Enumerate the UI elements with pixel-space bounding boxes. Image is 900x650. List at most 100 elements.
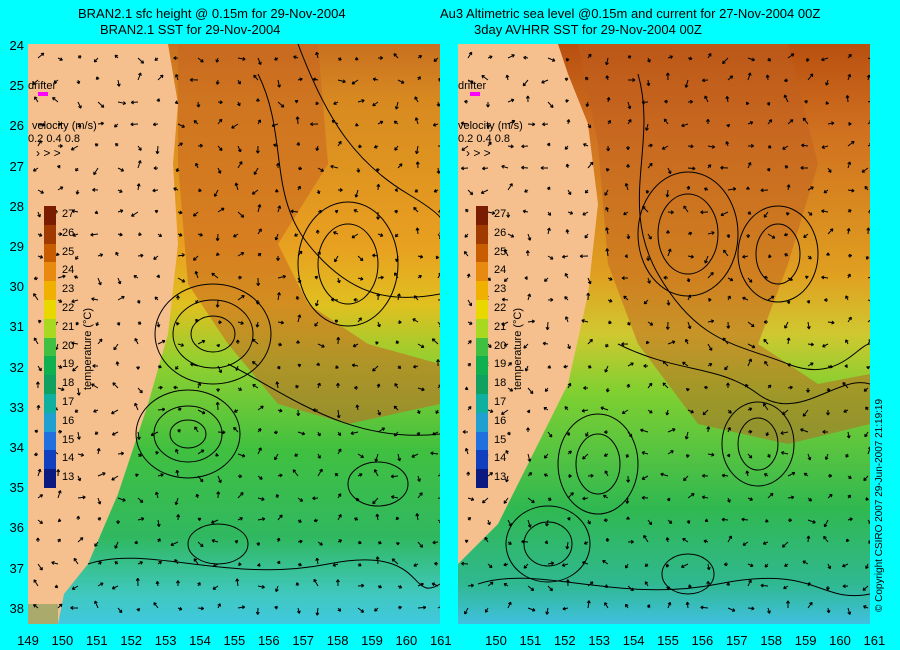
velocity-arrow xyxy=(867,209,870,214)
velocity-arrow xyxy=(864,431,869,438)
velocity-arrow xyxy=(621,276,629,281)
velocity-arrow xyxy=(312,408,319,413)
velocity-arrow xyxy=(414,117,419,125)
velocity-arrow xyxy=(437,209,440,214)
velocity-arrow xyxy=(747,277,753,283)
velocity-arrow xyxy=(354,385,359,390)
velocity-arrow xyxy=(397,163,403,169)
velocity-arrow xyxy=(337,539,343,543)
left-title-line2: BRAN2.1 SST for 29-Nov-2004 xyxy=(100,22,281,37)
velocity-arrow xyxy=(847,188,855,193)
velocity-arrow xyxy=(565,99,569,103)
right-velocity-arrows-icon: › > > xyxy=(466,146,491,160)
velocity-arrow xyxy=(823,519,829,528)
x-tick-label: 153 xyxy=(154,633,177,648)
velocity-arrow xyxy=(437,233,440,240)
velocity-arrow xyxy=(237,517,244,521)
velocity-arrow xyxy=(824,298,829,302)
velocity-arrow xyxy=(294,233,299,237)
velocity-arrow xyxy=(481,75,489,81)
y-tick-label: 25 xyxy=(9,78,24,94)
velocity-arrow xyxy=(72,365,79,372)
velocity-arrow xyxy=(97,338,103,345)
velocity-arrow xyxy=(177,210,183,215)
velocity-arrow xyxy=(212,563,219,568)
velocity-arrow xyxy=(217,475,222,484)
velocity-arrow xyxy=(585,431,589,437)
velocity-arrow xyxy=(277,292,281,301)
velocity-arrow xyxy=(827,228,834,235)
velocity-arrow xyxy=(97,277,102,286)
velocity-arrow xyxy=(461,145,469,151)
velocity-arrow xyxy=(76,79,81,85)
velocity-arrow xyxy=(417,475,421,482)
velocity-arrow xyxy=(624,183,629,191)
velocity-arrow xyxy=(274,605,279,610)
velocity-arrow xyxy=(357,276,364,281)
velocity-arrow xyxy=(117,189,123,193)
velocity-arrow xyxy=(175,167,180,173)
velocity-arrow xyxy=(413,563,419,567)
velocity-arrow xyxy=(335,365,339,369)
velocity-arrow xyxy=(763,338,769,345)
velocity-arrow xyxy=(113,123,119,128)
velocity-arrow xyxy=(667,601,672,609)
velocity-arrow xyxy=(97,121,105,126)
velocity-arrow xyxy=(414,145,419,155)
velocity-arrow xyxy=(803,233,809,239)
colorbar-swatch xyxy=(44,356,56,376)
velocity-arrow xyxy=(702,409,709,416)
velocity-arrow xyxy=(217,430,226,435)
velocity-arrow xyxy=(524,276,529,280)
right-drifter-icon xyxy=(470,92,480,96)
velocity-arrow xyxy=(117,167,125,172)
velocity-arrow xyxy=(431,338,439,345)
velocity-arrow xyxy=(237,492,244,499)
left-drifter-label: drifter xyxy=(28,80,57,92)
velocity-arrow xyxy=(93,167,99,176)
velocity-arrow xyxy=(273,430,279,435)
velocity-arrow xyxy=(862,585,869,591)
colorbar-tick-label: 27 xyxy=(494,208,507,220)
velocity-arrow xyxy=(316,189,321,195)
velocity-arrow xyxy=(373,144,379,149)
velocity-arrow xyxy=(567,343,571,350)
velocity-arrow xyxy=(604,189,609,196)
velocity-arrow xyxy=(547,561,555,566)
velocity-arrow xyxy=(704,385,709,390)
velocity-arrow xyxy=(170,541,179,547)
velocity-arrow xyxy=(257,119,261,125)
velocity-arrow xyxy=(701,495,709,500)
velocity-arrow xyxy=(523,563,529,569)
colorbar-swatch xyxy=(476,318,488,339)
velocity-arrow xyxy=(197,143,203,148)
velocity-arrow xyxy=(584,233,589,239)
velocity-arrow xyxy=(582,453,589,460)
velocity-arrow xyxy=(177,407,182,412)
colorbar-swatch xyxy=(476,262,488,282)
velocity-arrow xyxy=(435,255,440,260)
velocity-arrow xyxy=(847,121,852,126)
velocity-arrow xyxy=(94,600,99,609)
velocity-arrow xyxy=(153,166,159,171)
velocity-arrow xyxy=(487,519,491,526)
velocity-arrow xyxy=(726,123,731,128)
y-tick-label: 34 xyxy=(9,440,24,455)
velocity-arrow xyxy=(355,404,360,411)
velocity-arrow xyxy=(157,473,164,477)
velocity-arrow xyxy=(784,253,789,257)
velocity-arrow xyxy=(34,96,39,103)
velocity-arrow xyxy=(335,579,340,587)
x-tick-label: 154 xyxy=(189,633,211,648)
velocity-arrow xyxy=(583,385,589,390)
velocity-arrow xyxy=(562,606,569,611)
velocity-arrow xyxy=(727,187,737,191)
velocity-arrow xyxy=(646,79,651,87)
velocity-arrow xyxy=(747,407,753,412)
velocity-arrow xyxy=(727,607,736,612)
colorbar-swatch xyxy=(476,431,488,451)
velocity-arrow xyxy=(547,211,552,216)
velocity-arrow xyxy=(662,360,669,367)
velocity-arrow xyxy=(482,497,489,504)
velocity-arrow xyxy=(565,541,570,550)
